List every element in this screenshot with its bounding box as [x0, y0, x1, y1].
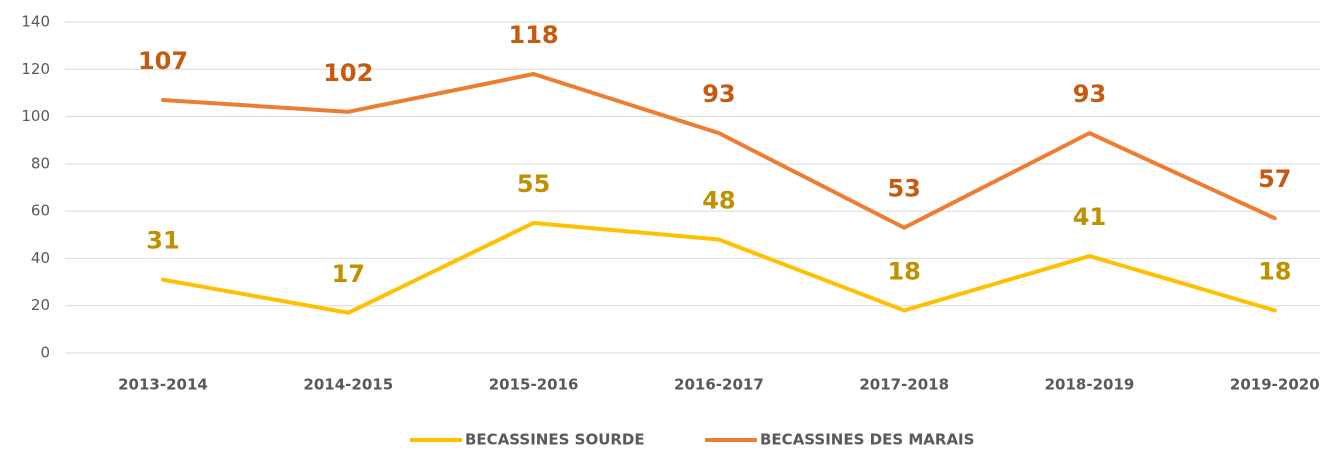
line-series	[161, 220, 1277, 315]
x-tick-label: 2015-2016	[489, 376, 579, 394]
data-label: 93	[1073, 80, 1106, 108]
data-label: 41	[1073, 203, 1106, 231]
legend-label: BECASSINES SOURDE	[465, 431, 645, 449]
data-label: 102	[323, 59, 373, 87]
data-label: 93	[702, 80, 735, 108]
data-label: 118	[509, 21, 559, 49]
y-tick-label: 100	[21, 107, 50, 125]
y-tick-label: 120	[21, 60, 50, 78]
x-tick-label: 2016-2017	[674, 376, 764, 394]
x-tick-label: 2014-2015	[303, 376, 393, 394]
y-tick-label: 40	[31, 249, 50, 267]
data-label: 48	[702, 187, 735, 215]
y-tick-label: 20	[31, 296, 50, 314]
y-tick-label: 0	[40, 344, 50, 362]
x-tick-label: 2013-2014	[118, 376, 208, 394]
y-tick-label: 80	[31, 154, 50, 172]
line-series	[161, 72, 1277, 230]
data-label: 53	[887, 175, 920, 203]
data-label: 18	[1258, 257, 1291, 285]
data-label: 18	[887, 257, 920, 285]
data-label: 31	[146, 227, 179, 255]
data-label: 55	[517, 170, 550, 198]
data-label: 17	[332, 260, 365, 288]
y-tick-label: 140	[21, 13, 50, 31]
data-label: 57	[1258, 165, 1291, 193]
x-tick-label: 2017-2018	[859, 376, 949, 394]
y-tick-label: 60	[31, 202, 50, 220]
data-label: 107	[138, 47, 188, 75]
x-tick-label: 2018-2019	[1045, 376, 1135, 394]
x-tick-label: 2019-2020	[1230, 376, 1320, 394]
legend-label: BECASSINES DES MARAIS	[760, 431, 974, 449]
